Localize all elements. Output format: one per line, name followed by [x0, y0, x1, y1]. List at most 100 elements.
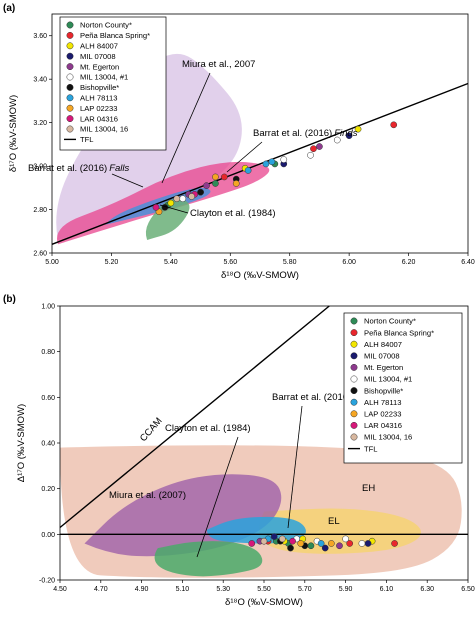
pa-x-tick-label: 5.60	[223, 259, 237, 266]
pa-legend-swatch	[66, 31, 74, 39]
pa-data-point	[390, 121, 398, 129]
pa-legend-label: LAP 02233	[80, 104, 117, 113]
pa-data-point	[345, 132, 353, 140]
pa-legend-label: Peña Blanca Spring*	[80, 31, 150, 40]
pb-x-tick-label: 5.90	[339, 586, 353, 593]
pa-data-point	[333, 136, 341, 144]
pb-data-point	[317, 540, 325, 547]
pa-legend-label: LAR 04316	[80, 114, 118, 123]
pa-data-point	[167, 199, 175, 207]
pa-legend-label: Mt. Egerton	[80, 62, 119, 71]
pb-data-point	[270, 533, 278, 540]
pa-x-tick-label: 5.80	[283, 259, 297, 266]
panel-b-y-axis-label: Δ¹⁷O (‰V-SMOW)	[16, 404, 27, 482]
pa-data-point	[262, 160, 270, 168]
pa-legend-label: MIL 07008	[80, 52, 116, 61]
pa-legend-swatch	[66, 73, 74, 81]
annotation-barrat-falls: Barrat et al. (2016) Falls	[28, 163, 130, 174]
pb-region-clayton-et-al-1984	[154, 541, 263, 577]
pb-x-tick-label: 6.10	[380, 586, 394, 593]
pb-legend-swatch	[350, 363, 358, 371]
pb-legend-box	[343, 312, 463, 464]
pa-y-tick-label: 3.20	[33, 120, 47, 127]
pb-data-point	[327, 540, 335, 547]
pb-legend-label: TFL	[364, 444, 378, 453]
pa-y-tick-label: 2.80	[33, 207, 47, 214]
annotation-ccam: CCAM	[138, 416, 165, 444]
pa-legend-label: ALH 84007	[80, 42, 118, 51]
pa-data-point	[188, 193, 196, 200]
pb-legend-label: MIL 13004, 16	[364, 433, 412, 442]
pa-y-tick-label: 2.60	[33, 251, 47, 258]
pb-x-tick-label: 5.10	[176, 586, 190, 593]
annotation-clayton-1984-leader	[159, 204, 189, 214]
pb-legend-swatch	[350, 317, 358, 325]
annotation-barrat-finds-italic: Finds	[334, 128, 357, 139]
pa-y-tick-label: 3.00	[33, 164, 47, 171]
pa-data-point	[173, 195, 181, 203]
pb-data-point	[287, 544, 294, 552]
pb-data-point	[364, 540, 372, 547]
pb-legend-swatch	[350, 352, 358, 360]
pa-x-tick-label: 5.40	[164, 259, 178, 266]
pb-data-point	[307, 542, 315, 550]
pb-data-point	[248, 540, 256, 547]
pb-ccam-line	[59, 305, 330, 529]
panel-b-chart: (b) 4.50 4.70 4.90 5.10 5.30 5.50 5.70 5.90 6.10…	[3, 294, 475, 608]
pa-data-point	[244, 167, 252, 174]
pb-x-tick-label: 5.70	[298, 586, 312, 593]
pa-data-point	[310, 145, 317, 153]
pa-data-point	[354, 125, 362, 133]
pa-legend-swatch	[66, 21, 74, 29]
pb-x-tick-label: 4.90	[135, 586, 149, 593]
pb-legend-label: Mt. Egerton	[364, 363, 403, 372]
pb-legend-label: Norton County*	[364, 317, 416, 326]
pb-legend-swatch	[350, 398, 358, 406]
pa-legend-swatch	[66, 115, 74, 123]
pa-legend-box	[59, 16, 167, 151]
pb-legend-label: LAR 04316	[364, 421, 402, 430]
panel-a-y-axis-label: δ¹⁷O (‰V-SMOW)	[8, 95, 19, 172]
annotation-barrat-falls-italic: Falls	[109, 163, 129, 174]
panel-b-label: (b)	[3, 294, 16, 305]
pb-legend-label: MIL 07008	[364, 352, 400, 361]
pb-y-tick-label: 1.00	[41, 304, 55, 311]
pb-data-point	[289, 537, 296, 545]
pa-region-clayton-et-al-1984	[145, 198, 190, 240]
annotation-barrat-finds-leader	[226, 141, 263, 173]
annotation-clayton-1984-b: Clayton et al. (1984)	[165, 423, 251, 434]
pb-legend-label: MIL 13004, #1	[364, 375, 412, 384]
pb-y-tick-label: -0.20	[39, 578, 55, 585]
pa-data-point	[220, 173, 228, 181]
pb-data-point	[358, 540, 366, 547]
pa-x-tick-label: 5.00	[45, 259, 59, 266]
pa-data-point	[197, 188, 204, 196]
pa-data-point	[179, 195, 187, 203]
pa-x-tick-label: 5.20	[105, 259, 119, 266]
pb-legend-swatch	[350, 387, 358, 395]
pb-data-point	[279, 535, 286, 543]
annotation-barrat-falls-text: Barrat et al. (2016)	[28, 163, 107, 174]
pb-y-tick-label: 0.80	[41, 349, 55, 356]
pb-data-point	[336, 542, 343, 550]
pb-legend-label: ALH 84007	[364, 340, 402, 349]
pb-legend-swatch	[350, 329, 358, 337]
pb-x-tick-label: 4.70	[94, 586, 108, 593]
annotation-miura-2007-b: Miura et al. (2007)	[109, 490, 186, 501]
annotation-eh: EH	[362, 483, 375, 494]
pb-data-point	[391, 540, 398, 547]
pa-legend-swatch	[66, 63, 74, 71]
pb-legend-swatch	[350, 421, 358, 429]
pa-x-tick-label: 6.00	[342, 259, 356, 266]
annotation-clayton-1984: Clayton et al. (1984)	[190, 208, 276, 219]
panel-b-legend: Norton County* Peña Blanca Spring* ALH 840…	[343, 312, 463, 464]
pb-data-point	[346, 540, 354, 547]
pa-data-point	[212, 173, 219, 181]
pb-legend-label: Peña Blanca Spring*	[364, 328, 434, 337]
pb-y-tick-label: 0.40	[41, 441, 55, 448]
pa-data-point	[152, 204, 160, 211]
pa-data-point	[232, 180, 240, 187]
pa-legend-swatch	[66, 94, 74, 102]
annotation-barrat-2016-leader	[287, 405, 303, 529]
